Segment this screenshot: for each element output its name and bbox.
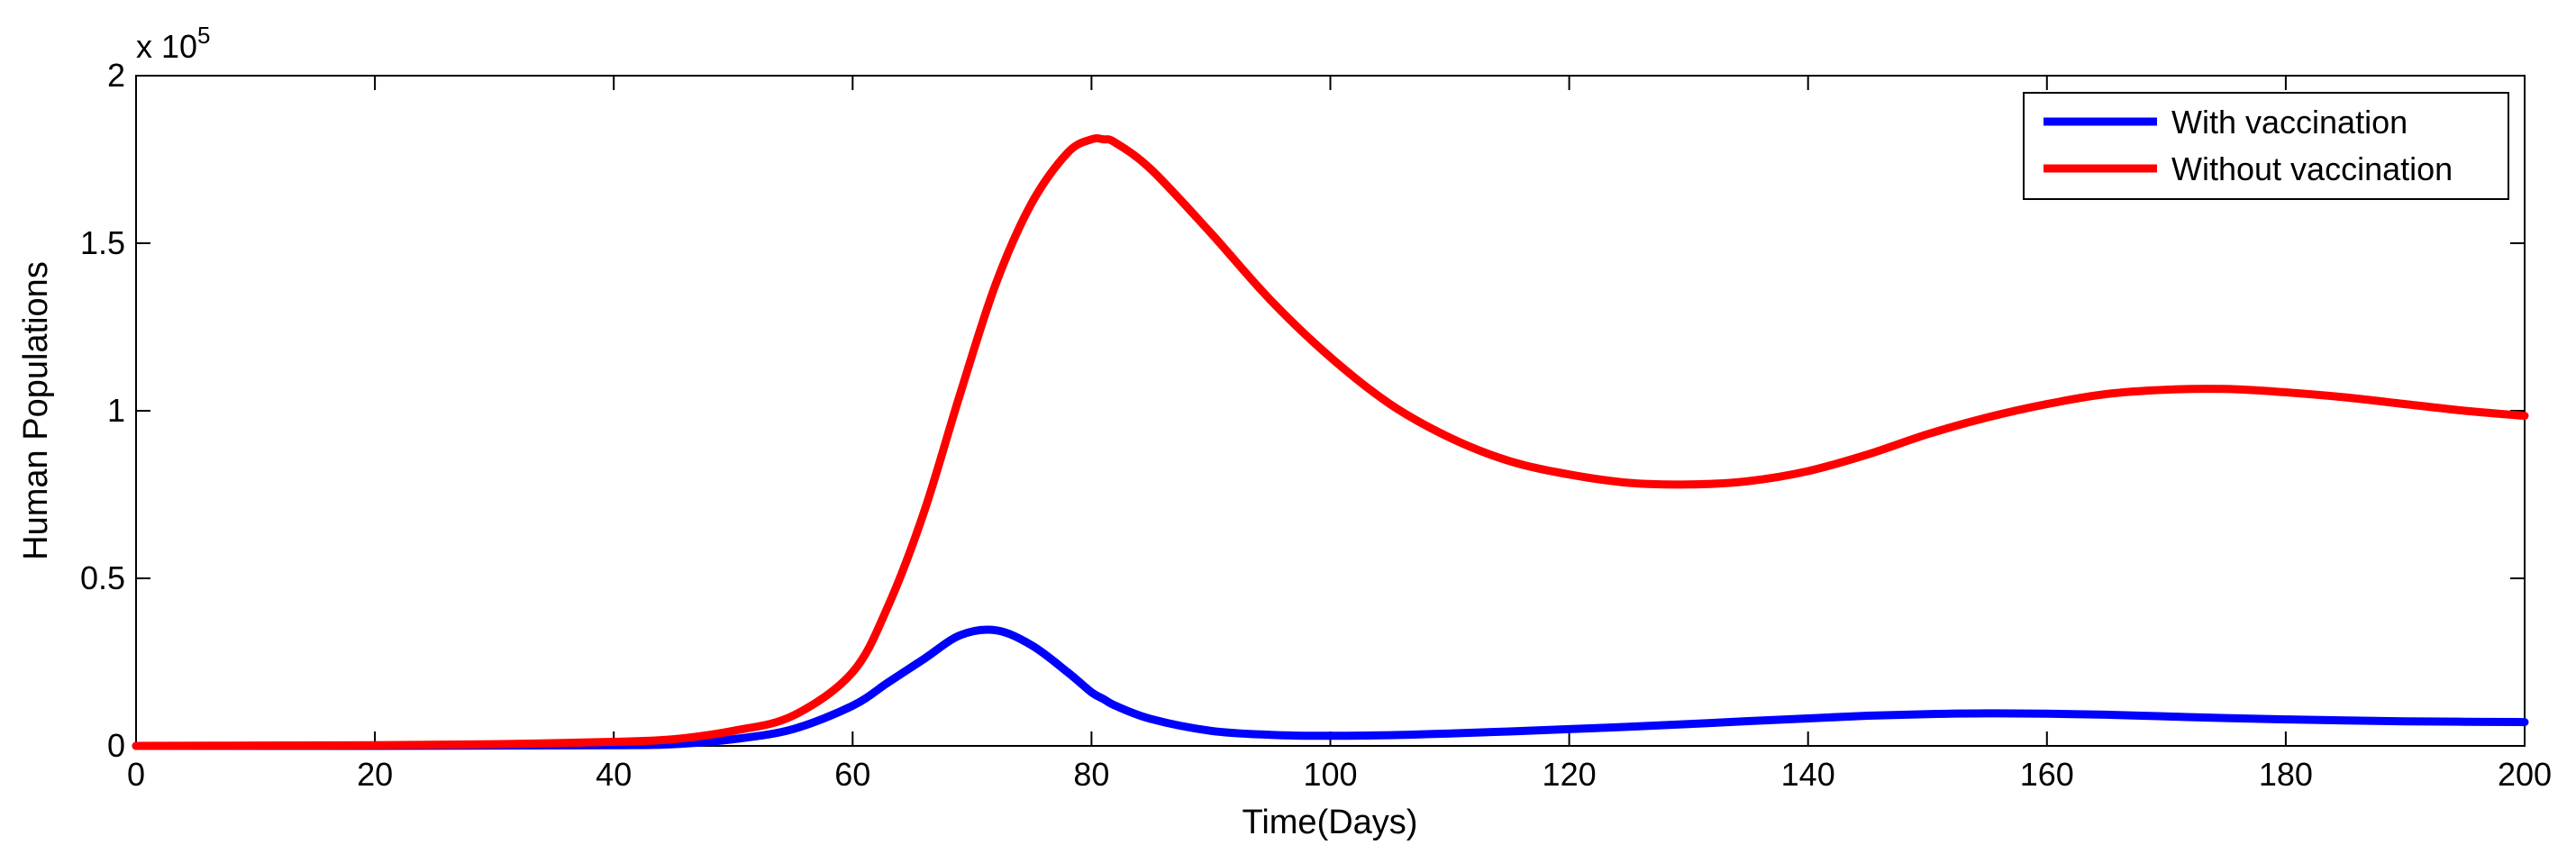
series-line-without-vaccination xyxy=(132,133,2529,750)
x-tick-label: 60 xyxy=(834,756,870,793)
x-tick-label: 40 xyxy=(596,756,632,793)
legend: With vaccination Without vaccination xyxy=(2023,92,2509,200)
x-tick-label: 200 xyxy=(2498,756,2552,793)
y-tick-label: 0 xyxy=(107,727,125,764)
x-tick-label: 0 xyxy=(127,756,145,793)
series-line-with-vaccination xyxy=(132,625,2529,750)
x-tick-label: 140 xyxy=(1781,756,1835,793)
x-tick-label: 120 xyxy=(1543,756,1597,793)
x-axis-label: Time(Days) xyxy=(1242,804,1418,841)
legend-label-without-vaccination: Without vaccination xyxy=(2171,150,2453,187)
y-tick-label: 0.5 xyxy=(80,559,125,596)
y-axis: 0 0.5 1 1.5 2 xyxy=(80,57,2525,764)
y-exponent-label: x 105 xyxy=(136,22,211,65)
y-tick-label: 2 xyxy=(107,57,125,94)
legend-box xyxy=(2023,92,2509,200)
x-tick-label: 20 xyxy=(357,756,393,793)
x-tick-label: 180 xyxy=(2259,756,2313,793)
y-tick-label: 1 xyxy=(107,392,125,429)
y-axis-label: Human Populations xyxy=(17,261,55,560)
series-lines xyxy=(132,133,2529,750)
x-axis: 0 20 40 60 80 100 120 140 160 180 200 xyxy=(127,76,2552,793)
x-tick-label: 80 xyxy=(1073,756,1109,793)
x-tick-label: 100 xyxy=(1303,756,1357,793)
legend-label-with-vaccination: With vaccination xyxy=(2171,104,2408,141)
x-tick-label: 160 xyxy=(2020,756,2074,793)
y-tick-label: 1.5 xyxy=(80,224,125,261)
